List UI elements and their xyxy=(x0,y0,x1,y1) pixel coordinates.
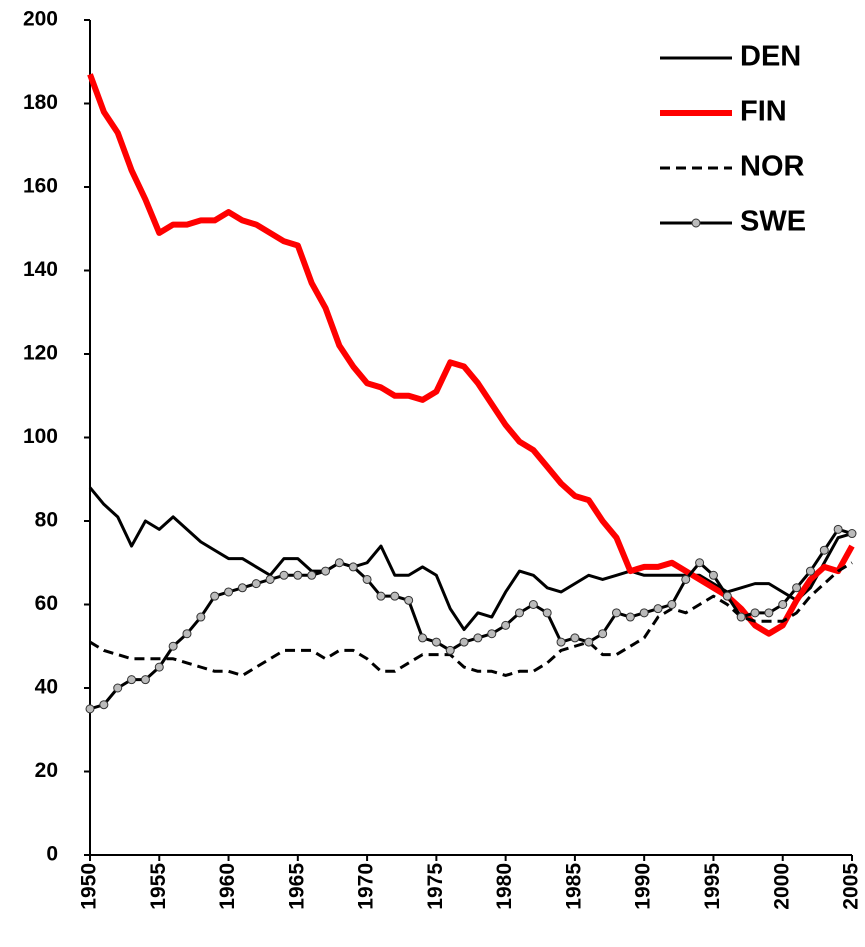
x-tick-label: 1955 xyxy=(147,863,170,910)
marker xyxy=(750,608,760,618)
marker xyxy=(805,566,815,576)
legend-label: NOR xyxy=(740,151,805,183)
marker xyxy=(390,591,400,601)
marker xyxy=(418,633,428,643)
marker xyxy=(459,637,469,647)
marker xyxy=(321,566,331,576)
marker xyxy=(487,629,497,639)
x-tick-label: 2005 xyxy=(840,863,863,910)
x-tick-label: 2000 xyxy=(770,863,793,910)
x-tick-label: 1965 xyxy=(285,863,308,910)
y-tick-label: 140 xyxy=(23,258,58,281)
x-tick-label: 1990 xyxy=(632,863,655,910)
y-tick-label: 200 xyxy=(23,8,58,31)
series-line xyxy=(87,73,855,637)
marker xyxy=(598,629,608,639)
marker xyxy=(265,574,275,584)
marker xyxy=(293,570,303,580)
marker xyxy=(140,675,150,685)
marker xyxy=(196,612,206,622)
marker xyxy=(764,608,774,618)
y-tick-label: 120 xyxy=(23,342,58,365)
marker xyxy=(334,558,344,568)
marker xyxy=(584,637,594,647)
marker xyxy=(778,600,788,609)
marker xyxy=(99,700,109,710)
marker xyxy=(681,574,691,584)
marker xyxy=(528,600,538,609)
legend-marker xyxy=(691,218,701,228)
marker xyxy=(639,608,649,618)
x-tick-label: 1950 xyxy=(78,863,101,910)
marker xyxy=(376,591,386,601)
y-tick-label: 160 xyxy=(23,175,58,198)
x-tick-label: 1985 xyxy=(562,863,585,910)
legend-label: FIN xyxy=(740,96,787,128)
marker xyxy=(819,545,829,555)
marker xyxy=(307,570,317,580)
marker xyxy=(695,558,705,568)
marker xyxy=(473,633,483,643)
marker xyxy=(556,637,566,647)
marker xyxy=(251,579,261,589)
marker xyxy=(182,629,192,639)
marker xyxy=(625,612,635,622)
y-tick-label: 60 xyxy=(35,592,58,615)
marker xyxy=(736,612,746,622)
marker xyxy=(113,683,123,693)
marker xyxy=(570,633,580,643)
marker xyxy=(542,608,552,618)
x-tick-label: 1960 xyxy=(216,863,239,910)
y-tick-label: 40 xyxy=(35,676,58,699)
marker xyxy=(210,591,220,601)
y-tick-label: 100 xyxy=(23,425,58,448)
marker xyxy=(847,529,857,539)
marker xyxy=(611,608,621,618)
marker xyxy=(514,608,524,618)
marker xyxy=(708,570,718,580)
marker xyxy=(653,604,663,614)
marker xyxy=(722,591,732,601)
x-tick-label: 1995 xyxy=(701,863,724,910)
marker xyxy=(833,524,843,534)
marker xyxy=(362,574,372,584)
y-tick-label: 180 xyxy=(23,91,58,114)
marker xyxy=(85,704,95,714)
series-line xyxy=(89,561,853,677)
marker xyxy=(154,662,164,672)
x-tick-label: 1975 xyxy=(424,863,447,910)
y-tick-label: 0 xyxy=(46,843,58,866)
marker xyxy=(404,595,414,605)
x-tick-label: 1970 xyxy=(355,863,378,910)
marker xyxy=(445,645,455,655)
x-tick-label: 1980 xyxy=(493,863,516,910)
marker xyxy=(224,587,234,597)
marker xyxy=(168,641,178,651)
marker xyxy=(431,637,441,647)
marker xyxy=(501,620,511,630)
marker xyxy=(667,600,677,609)
marker xyxy=(279,570,289,580)
marker xyxy=(127,675,137,685)
legend-label: DEN xyxy=(740,41,801,73)
marker xyxy=(792,583,802,593)
legend-label: SWE xyxy=(740,206,806,238)
y-tick-label: 20 xyxy=(35,759,58,782)
marker xyxy=(348,562,358,572)
y-tick-label: 80 xyxy=(35,509,58,532)
marker xyxy=(237,583,247,593)
